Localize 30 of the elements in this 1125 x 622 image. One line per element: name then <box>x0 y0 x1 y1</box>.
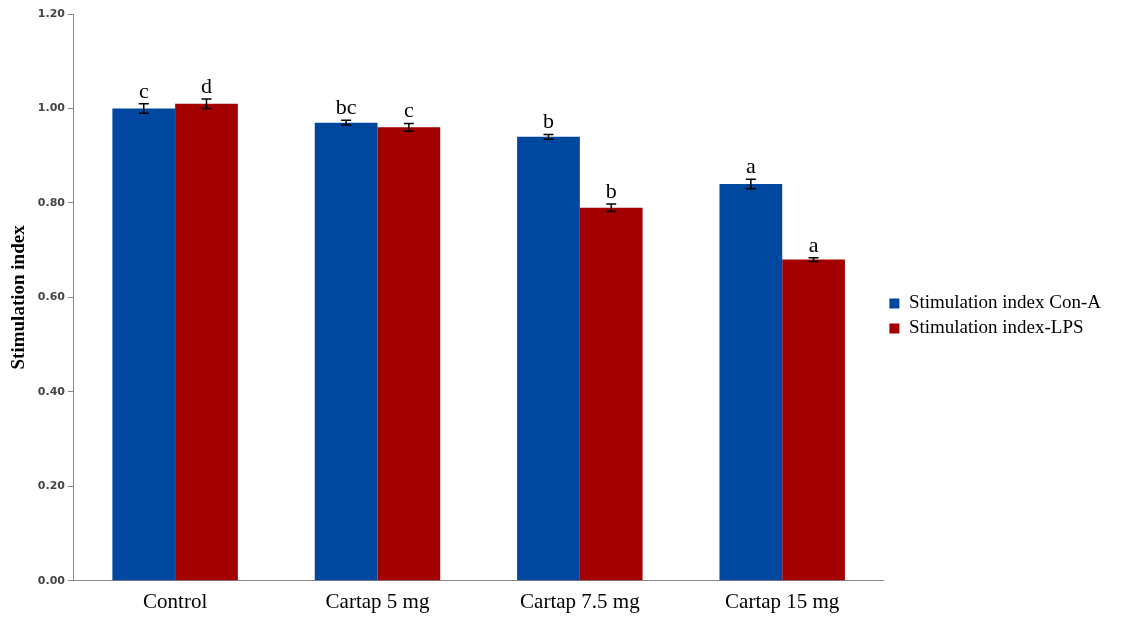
annotation: b <box>605 177 617 203</box>
x-tick-label: Control <box>143 588 208 613</box>
annotation: b <box>542 108 554 134</box>
legend-label: Stimulation index Con-A <box>908 291 1102 313</box>
y-tick-label: 0.40 <box>37 384 66 398</box>
bar <box>175 103 238 581</box>
y-axis-title: Stimulation index <box>7 224 29 370</box>
y-tick-label: 0.80 <box>37 195 66 209</box>
bar <box>377 127 441 581</box>
annotation: bc <box>335 94 357 120</box>
x-tick-label: Cartap 7.5 mg <box>520 588 641 613</box>
x-tick-label: Cartap 5 mg <box>325 588 430 613</box>
bar <box>579 207 643 581</box>
annotation: a <box>808 231 819 257</box>
x-tick-label: Cartap 15 mg <box>725 588 840 613</box>
y-tick-label: 0.00 <box>37 573 66 587</box>
bar <box>719 184 783 581</box>
annotation: c <box>138 77 149 103</box>
annotation: d <box>200 72 212 98</box>
bar <box>112 108 176 581</box>
legend-label: Stimulation index-LPS <box>908 316 1084 338</box>
y-tick-label: 1.00 <box>37 101 66 115</box>
annotation: c <box>403 97 414 123</box>
y-tick-label: 0.20 <box>37 479 66 493</box>
bar <box>517 136 580 581</box>
annotation: a <box>745 153 756 179</box>
bar <box>314 122 378 581</box>
y-tick-label: 1.20 <box>37 6 66 20</box>
bar <box>782 259 845 581</box>
y-tick-label: 0.60 <box>37 290 66 304</box>
